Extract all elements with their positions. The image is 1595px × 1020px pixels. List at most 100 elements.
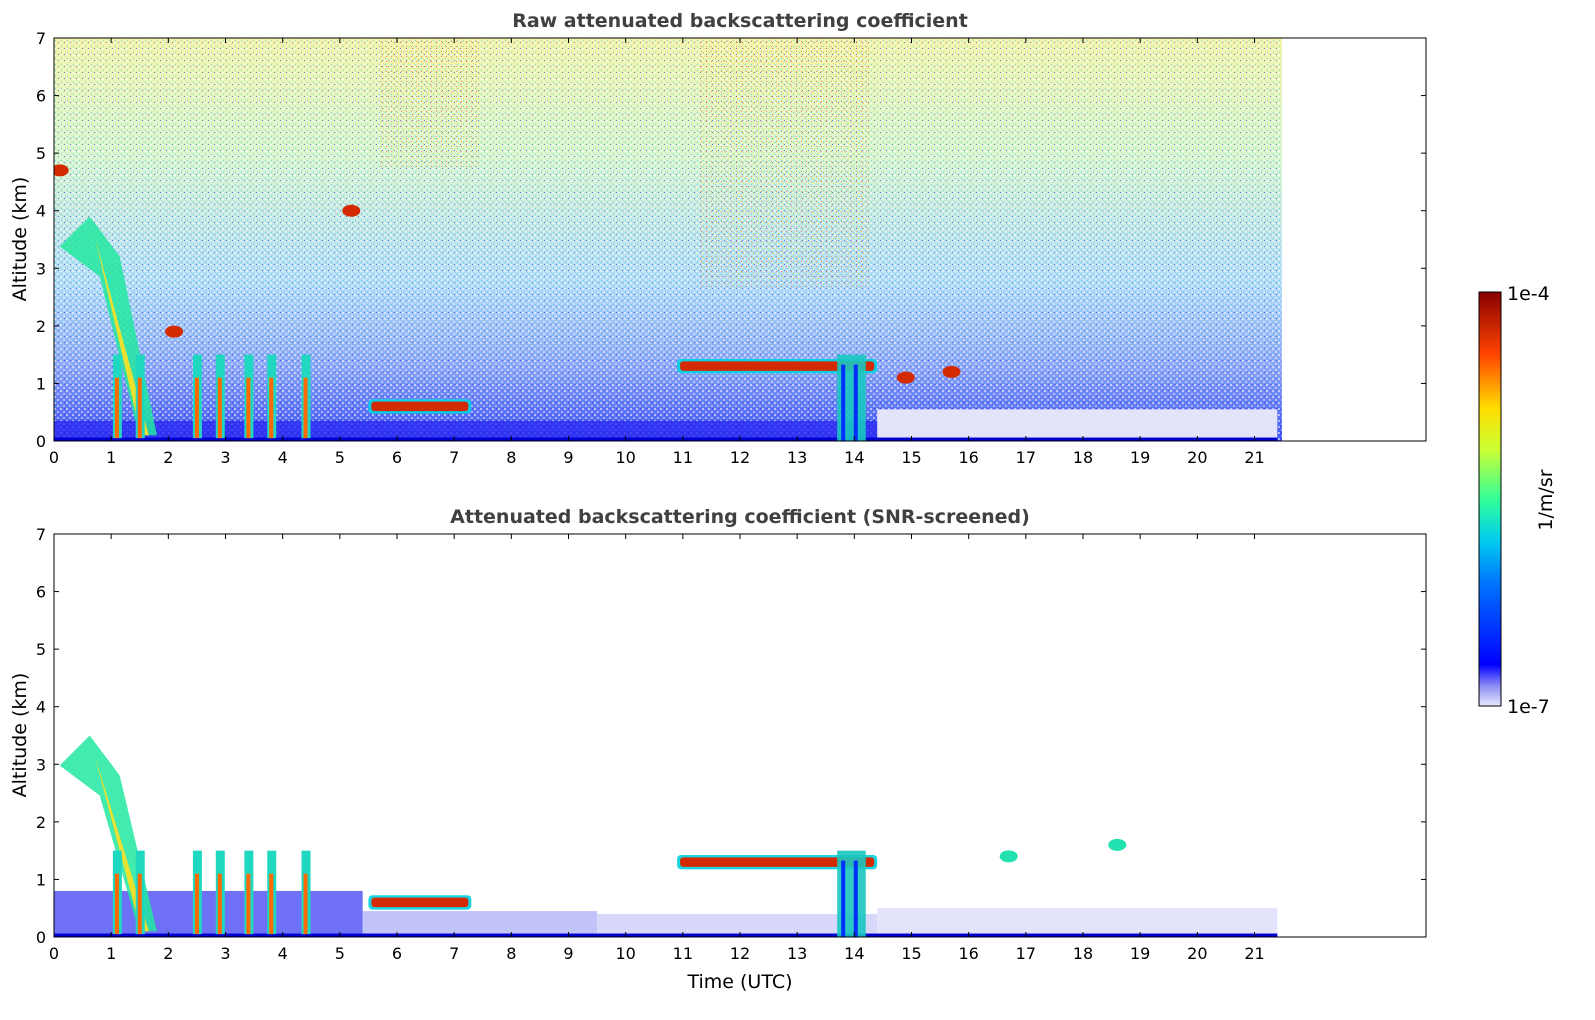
x-tick-label: 2	[163, 448, 173, 467]
near-ground-signal	[597, 913, 878, 937]
x-tick-label: 21	[1244, 448, 1264, 467]
x-tick-label: 7	[449, 448, 459, 467]
x-tick-label: 20	[1187, 448, 1207, 467]
y-tick-label: 6	[36, 87, 46, 106]
y-tick-label: 3	[36, 755, 46, 774]
panel-screened: Attenuated backscattering coefficient (S…	[9, 506, 1427, 993]
near-ground-signal	[54, 890, 363, 937]
convective-column-core	[217, 873, 222, 935]
isolated-cloud	[896, 371, 915, 384]
colorbar: 1e-4 1e-7 1/m/sr	[1478, 283, 1557, 718]
noise-speckle	[54, 38, 1282, 441]
x-tick-label: 19	[1130, 448, 1150, 467]
cloud-layer-core	[680, 857, 875, 867]
x-tick-label: 11	[673, 448, 693, 467]
y-tick-label: 0	[36, 928, 46, 947]
x-tick-label: 11	[673, 944, 693, 963]
x-tick-label: 2	[163, 944, 173, 963]
y-tick-label: 5	[36, 640, 46, 659]
isolated-cloud	[165, 325, 184, 338]
x-axis-label: Time (UTC)	[686, 971, 792, 993]
y-tick-label: 7	[36, 525, 46, 544]
convective-column-core	[303, 873, 308, 935]
chart-title: Attenuated backscattering coefficient (S…	[450, 506, 1030, 528]
y-tick-label: 3	[36, 259, 46, 278]
x-tick-label: 8	[506, 448, 516, 467]
x-tick-label: 9	[563, 448, 573, 467]
convective-column-core	[303, 377, 308, 439]
colorbar-unit-label: 1/m/sr	[1535, 469, 1557, 530]
x-tick-label: 15	[901, 944, 921, 963]
convective-column-core	[269, 873, 274, 935]
convective-column-core	[246, 873, 251, 935]
axes: 0 1 2 3 4 5 6 7 8 9 10 11 12 13 14 15 16 17 18 19 20 21012345…	[36, 29, 1426, 467]
x-tick-label: 7	[449, 944, 459, 963]
x-tick-label: 17	[1016, 944, 1036, 963]
x-tick-label: 10	[615, 944, 635, 963]
aerosol-layer-core	[371, 897, 469, 908]
isolated-cloud	[942, 365, 961, 378]
x-tick-label: 13	[787, 944, 807, 963]
y-tick-label: 1	[36, 374, 46, 393]
x-tick-label: 16	[958, 944, 978, 963]
aerosol-layer-core	[371, 401, 469, 412]
y-axis-label: Altitude (km)	[9, 177, 31, 302]
x-tick-label: 17	[1016, 448, 1036, 467]
x-tick-label: 10	[615, 448, 635, 467]
x-tick-label: 18	[1073, 944, 1093, 963]
y-tick-label: 4	[36, 202, 46, 221]
isolated-cloud	[342, 204, 361, 217]
convective-column-core	[114, 377, 119, 439]
x-tick-label: 9	[563, 944, 573, 963]
x-tick-label: 5	[335, 944, 345, 963]
x-tick-label: 14	[844, 944, 864, 963]
x-tick-label: 0	[49, 944, 59, 963]
colorbar-max-label: 1e-4	[1507, 283, 1550, 305]
cloud-plume-core	[94, 755, 149, 932]
near-ground-signal	[362, 911, 598, 937]
colorbar-min-label: 1e-7	[1507, 696, 1550, 718]
noise-speckle-upper-warm-2	[700, 38, 870, 288]
x-tick-label: 14	[844, 448, 864, 467]
x-tick-label: 0	[49, 448, 59, 467]
chart-title: Raw attenuated backscattering coefficien…	[512, 10, 968, 32]
feature-layer	[54, 164, 1278, 441]
convective-column-core	[194, 377, 199, 439]
x-tick-label: 5	[335, 448, 345, 467]
x-tick-label: 18	[1073, 448, 1093, 467]
convective-column-core	[137, 873, 142, 935]
x-tick-label: 19	[1130, 944, 1150, 963]
precipitation-streak	[841, 364, 846, 441]
y-tick-label: 2	[36, 317, 46, 336]
isolated-cloud	[1108, 838, 1127, 851]
y-axis-label: Altitude (km)	[9, 673, 31, 798]
x-tick-label: 20	[1187, 944, 1207, 963]
convective-column-core	[137, 377, 142, 439]
feature-layer	[54, 735, 1278, 937]
afternoon-low-signal	[877, 908, 1278, 937]
x-tick-label: 6	[392, 448, 402, 467]
x-tick-label: 6	[392, 944, 402, 963]
convective-column-core	[246, 377, 251, 439]
colorbar-gradient	[1478, 291, 1502, 707]
y-tick-label: 5	[36, 144, 46, 163]
isolated-cloud	[999, 850, 1018, 863]
y-tick-label: 0	[36, 432, 46, 451]
convective-column-core	[114, 873, 119, 935]
convective-column-core	[269, 377, 274, 439]
plot-frame	[53, 533, 1427, 938]
x-tick-label: 1	[106, 944, 116, 963]
convective-column-core	[217, 377, 222, 439]
noise-speckle-upper-warm	[380, 38, 480, 168]
x-tick-label: 8	[506, 944, 516, 963]
cloud-layer-core	[680, 361, 875, 371]
x-tick-label: 1	[106, 448, 116, 467]
y-tick-label: 7	[36, 29, 46, 48]
heatmap-area	[54, 735, 1278, 937]
x-tick-label: 21	[1244, 944, 1264, 963]
ground-line	[54, 933, 1278, 937]
ground-line	[54, 437, 1278, 441]
x-tick-label: 3	[220, 944, 230, 963]
convective-column-core	[194, 873, 199, 935]
